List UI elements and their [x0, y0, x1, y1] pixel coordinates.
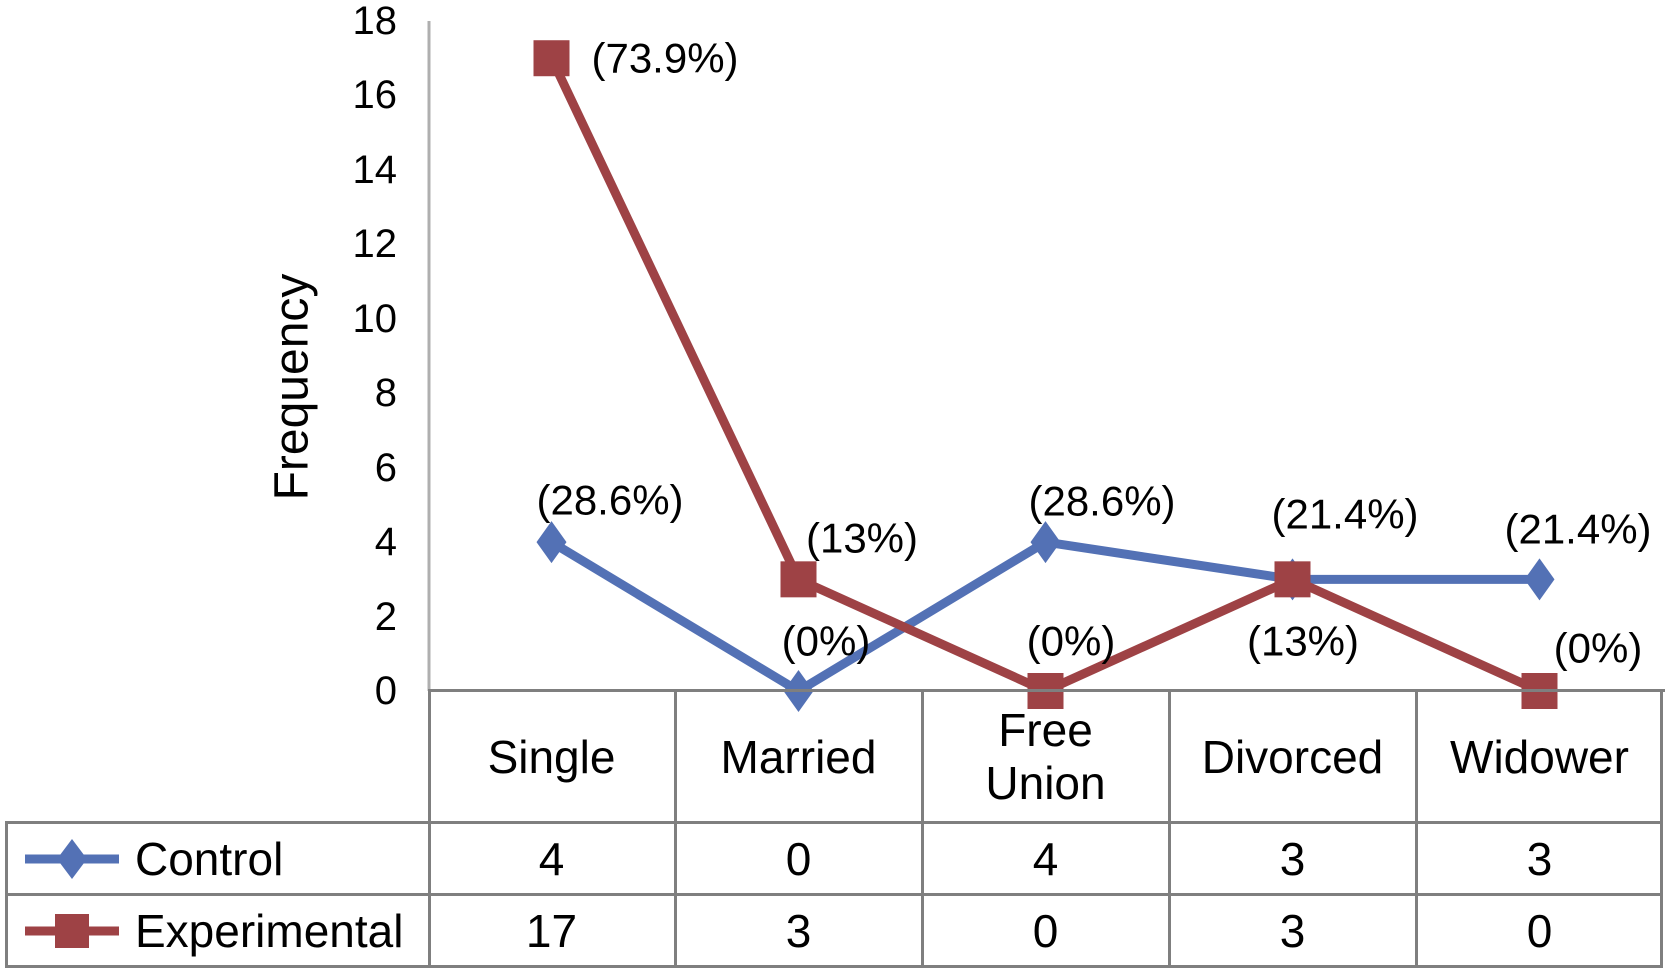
table-border — [5, 821, 1663, 824]
value-cell-control: 3 — [1279, 832, 1306, 885]
y-tick-label: 6 — [374, 445, 397, 490]
y-tick-label: 10 — [352, 296, 398, 341]
data-point-marker-square — [780, 561, 817, 598]
table-border — [5, 893, 1663, 896]
data-point-label: (0%) — [782, 618, 871, 665]
y-tick-label: 8 — [374, 371, 397, 416]
table-border — [921, 689, 924, 967]
data-point-marker-square — [533, 40, 570, 77]
table-border — [5, 821, 8, 967]
y-tick-label: 12 — [352, 222, 398, 267]
data-point-marker-diamond — [1030, 521, 1061, 564]
y-tick-label: 14 — [352, 147, 398, 192]
series-line-experimental — [547, 56, 1542, 696]
category-cell: Widower — [1450, 730, 1629, 783]
legend-label-experimental: Experimental — [135, 905, 404, 957]
data-point-label: (21.4%) — [1504, 506, 1651, 553]
legend-label-control: Control — [135, 833, 284, 885]
table-border — [1660, 689, 1663, 967]
value-cell-control: 0 — [785, 832, 812, 885]
value-cell-experimental: 3 — [1279, 904, 1306, 957]
value-cell-experimental: 17 — [525, 904, 578, 957]
data-point-label: (13%) — [1247, 618, 1359, 665]
control-series-marker-icon — [25, 839, 119, 879]
value-cell-experimental: 0 — [1526, 904, 1553, 957]
value-cell-control: 4 — [538, 832, 565, 885]
value-cell-control: 4 — [1032, 832, 1059, 885]
data-point-label: (28.6%) — [1028, 478, 1175, 525]
data-point-marker-diamond — [536, 521, 567, 564]
data-point-label: (13%) — [806, 515, 918, 562]
data-point-marker-square — [1274, 561, 1311, 598]
data-point-label: (0%) — [1554, 625, 1643, 672]
legend-row-control: Control — [5, 823, 428, 895]
data-point-label: (0%) — [1027, 618, 1116, 665]
y-tick-label: 4 — [374, 520, 397, 565]
data-point-label: (73.9%) — [591, 35, 738, 82]
table-border — [674, 689, 677, 967]
data-point-marker-diamond — [1524, 558, 1555, 601]
category-cell: Single — [487, 730, 616, 783]
table-border — [428, 689, 1665, 692]
table-border — [1168, 689, 1171, 967]
y-tick-label: 16 — [352, 73, 398, 118]
table-border — [5, 965, 1663, 968]
experimental-series-marker-icon — [25, 914, 119, 948]
table-border — [1415, 689, 1418, 967]
category-cell: Free Union — [985, 704, 1106, 809]
category-cell: Divorced — [1201, 730, 1384, 783]
data-point-label: (21.4%) — [1271, 491, 1418, 538]
y-tick-label: 18 — [352, 0, 398, 43]
value-cell-experimental: 0 — [1032, 904, 1059, 957]
table-border — [428, 689, 431, 967]
y-tick-label: 0 — [374, 669, 397, 713]
y-tick-label: 2 — [374, 594, 397, 639]
value-cell-experimental: 3 — [785, 904, 812, 957]
legend-row-experimental: Experimental — [5, 895, 428, 967]
data-point-label: (28.6%) — [536, 477, 683, 524]
category-cell: Married — [720, 730, 877, 783]
value-cell-control: 3 — [1526, 832, 1553, 885]
